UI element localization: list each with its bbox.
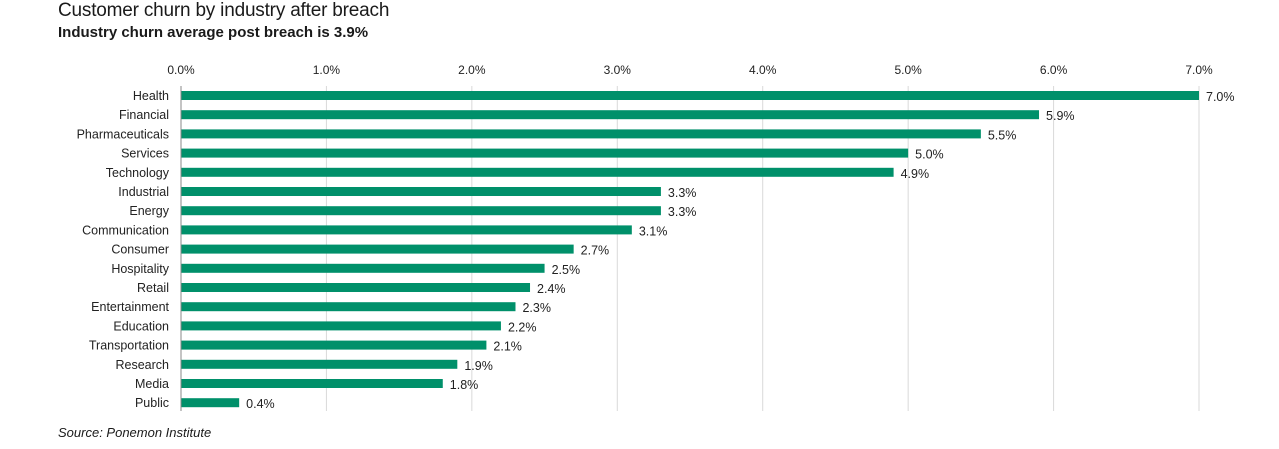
bar [181,187,661,196]
category-label: Pharmaceuticals [77,127,169,141]
bar [181,206,661,216]
bar [181,321,501,331]
x-tick-label: 1.0% [313,63,341,77]
bar [181,225,632,235]
x-tick-label: 5.0% [894,63,922,77]
bar [181,302,516,312]
category-label: Services [121,147,169,161]
bar [181,263,545,273]
value-label: 3.1% [639,224,668,238]
value-label: 0.4% [246,397,275,411]
x-tick-label: 4.0% [749,63,777,77]
value-label: 3.3% [668,205,697,219]
category-label: Transportation [89,339,169,353]
x-tick-label: 0.0% [167,63,195,77]
bar [181,110,1040,120]
category-label: Financial [119,108,169,122]
value-label: 1.9% [464,359,493,373]
bar [181,148,909,158]
x-tick-labels: 0.0% 1.0% 2.0% 3.0% 4.0% 5.0% 6.0% 7.0% [167,63,1213,77]
value-label: 2.5% [552,263,581,277]
source-note: Source: Ponemon Institute [58,425,212,440]
category-label: Media [135,377,169,391]
bar [181,244,574,254]
value-label: 3.3% [668,186,697,200]
value-label: 5.5% [988,128,1017,142]
value-label: 2.7% [581,244,610,258]
value-label: 1.8% [450,378,479,392]
x-tick-label: 2.0% [458,63,486,77]
category-label: Hospitality [111,262,169,276]
category-labels: Health Financial Pharmaceuticals Services Te… [77,89,170,410]
bar [181,91,1199,100]
bar [181,359,458,369]
category-label: Health [133,89,169,103]
bar [181,129,981,139]
x-tick-label: 7.0% [1185,63,1213,77]
chart-title: Customer churn by industry after breach [58,0,390,21]
value-label: 5.9% [1046,109,1075,123]
value-label: 5.0% [915,148,944,162]
category-label: Technology [106,166,170,180]
bars [181,91,1199,408]
category-label: Entertainment [91,300,169,314]
value-label: 2.4% [537,282,566,296]
value-label: 2.1% [493,340,522,354]
value-label: 2.2% [508,320,537,334]
gridlines [325,86,1200,411]
bar [181,283,531,292]
bar [181,379,443,388]
chart-subtitle: Industry churn average post breach is 3.… [58,24,369,41]
x-tick-label: 6.0% [1040,63,1068,77]
bar [181,167,894,177]
bar [181,340,487,350]
category-label: Research [116,358,170,372]
value-label: 4.9% [901,167,930,181]
category-label: Consumer [111,243,169,257]
value-label: 7.0% [1206,90,1235,104]
value-label: 2.3% [522,301,551,315]
x-tick-label: 3.0% [604,63,632,77]
category-label: Energy [129,204,169,218]
category-label: Communication [82,223,169,237]
value-labels: 7.0%5.9%5.5%5.0%4.9%3.3%3.3%3.1%2.7%2.5%… [246,90,1234,411]
bar [181,398,240,408]
category-label: Public [135,396,169,410]
category-label: Industrial [118,185,169,199]
category-label: Retail [137,281,169,295]
category-label: Education [113,319,169,333]
